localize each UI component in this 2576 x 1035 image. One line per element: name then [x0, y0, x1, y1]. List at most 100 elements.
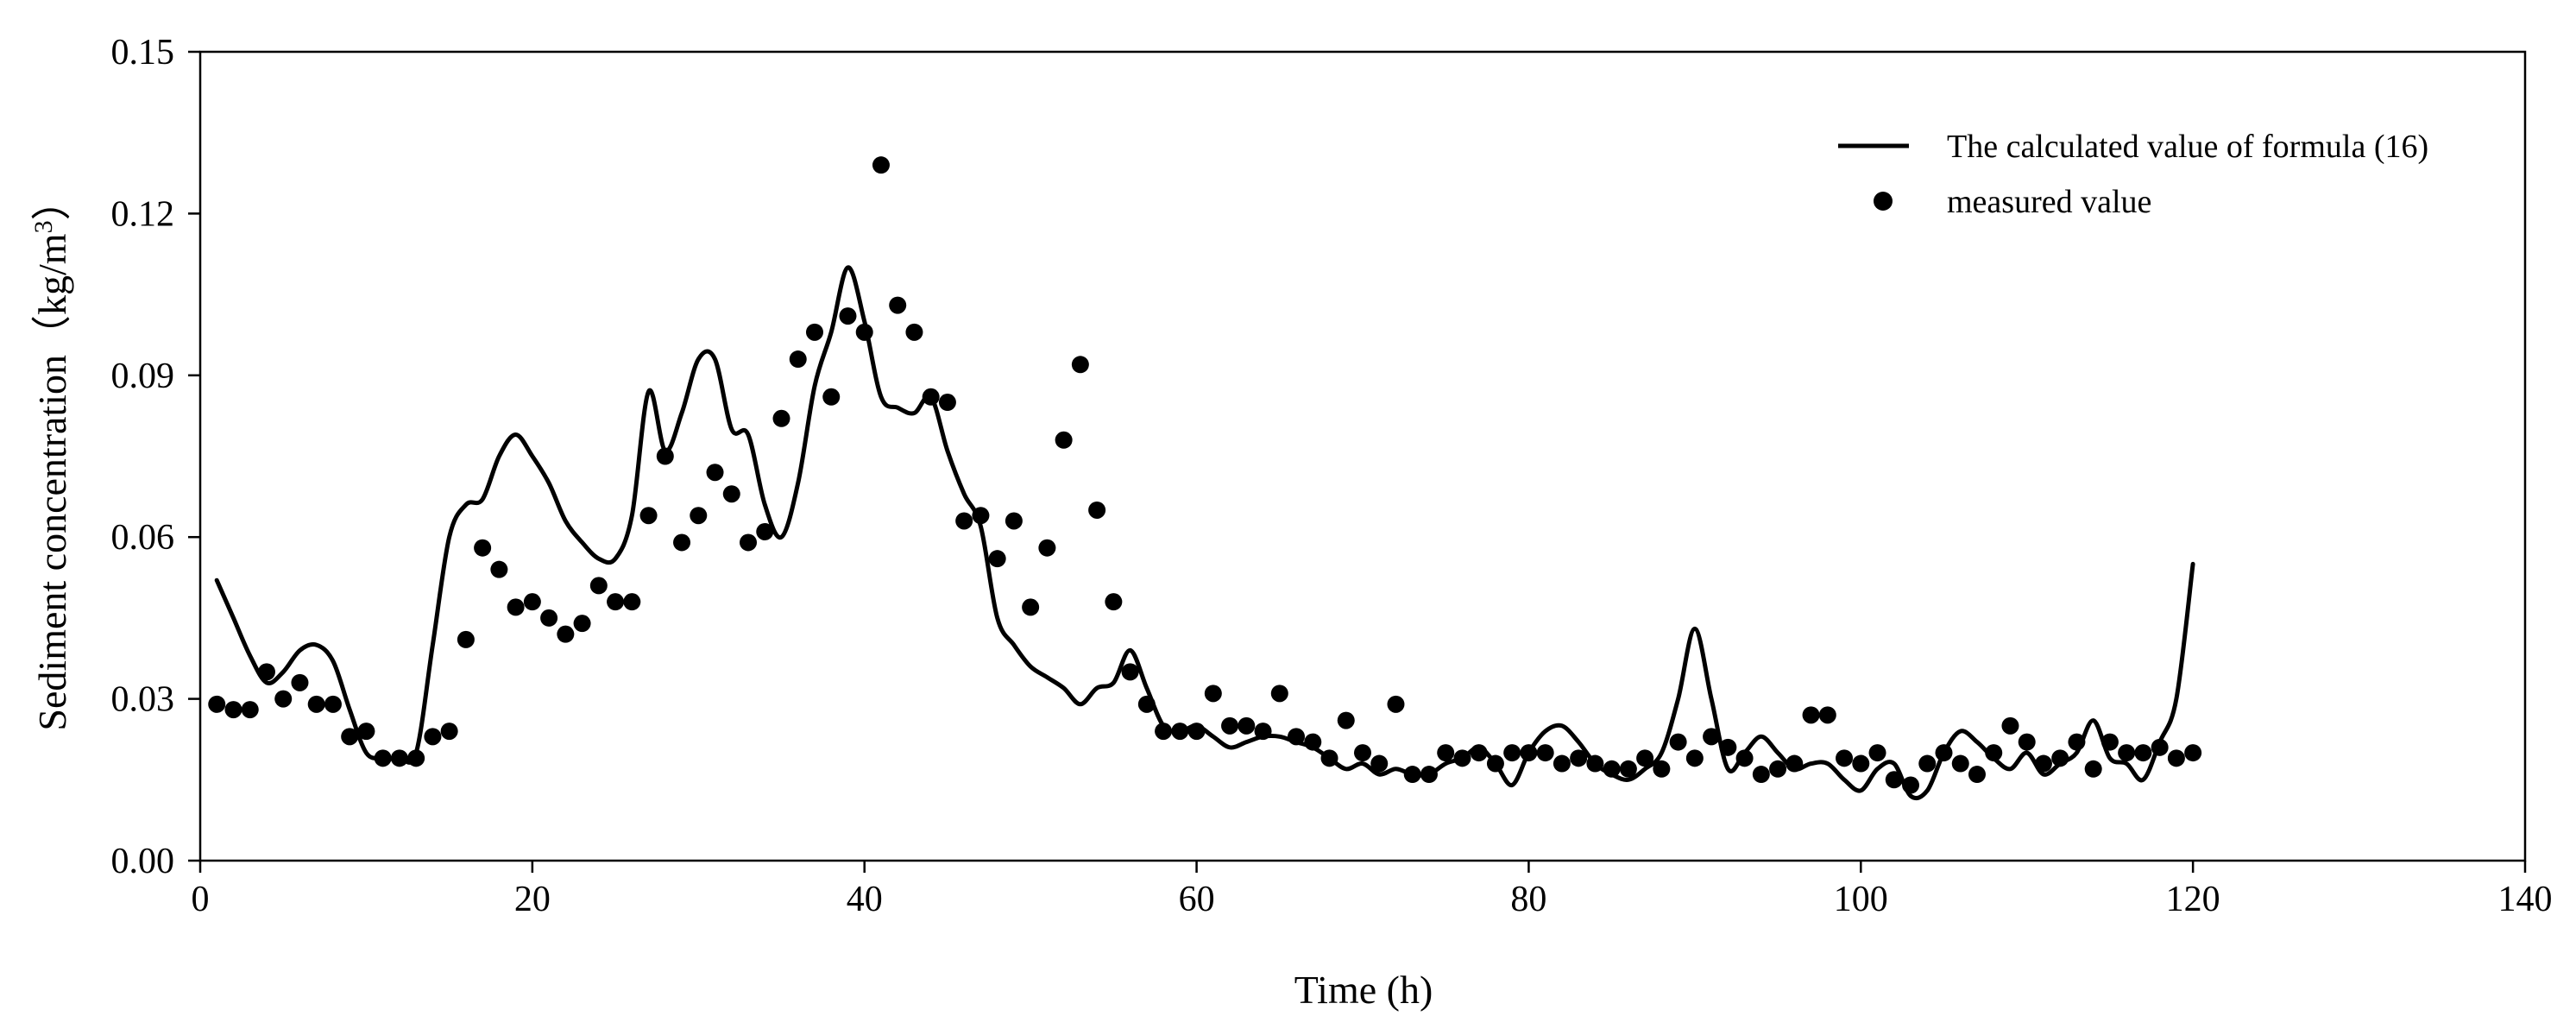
measured-point — [1420, 766, 1438, 784]
measured-point — [1254, 723, 1272, 741]
measured-point — [1786, 754, 1804, 773]
plot-area — [198, 50, 2527, 862]
measured-point — [673, 533, 691, 552]
measured-point — [1570, 749, 1588, 767]
measured-point — [1370, 754, 1389, 773]
measured-point — [805, 323, 823, 341]
measured-point — [1071, 356, 1089, 374]
y-tick-label: 0.00 — [111, 842, 175, 881]
measured-point — [872, 156, 890, 174]
measured-point — [341, 728, 359, 746]
measured-point — [1387, 695, 1405, 713]
x-tick-label: 140 — [2498, 880, 2553, 919]
measured-point — [772, 409, 790, 427]
measured-point — [307, 695, 325, 713]
measured-point — [1752, 766, 1770, 784]
x-tick-label: 100 — [1834, 880, 1888, 919]
measured-point — [1155, 723, 1173, 741]
plot-frame — [198, 50, 2527, 862]
measured-point — [1968, 766, 1986, 784]
measured-point — [2151, 738, 2169, 756]
measured-point — [440, 723, 458, 741]
y-tick-label: 0.12 — [111, 194, 175, 234]
measured-point — [1935, 744, 1953, 762]
measured-point — [1005, 512, 1023, 530]
measured-point — [1486, 754, 1504, 773]
measured-point — [291, 673, 309, 691]
measured-point — [855, 323, 873, 341]
calculated-series — [214, 265, 2195, 801]
measured-point — [1137, 695, 1156, 713]
measured-point — [1885, 771, 1903, 789]
measured-point — [357, 723, 375, 741]
measured-point — [474, 539, 492, 557]
measured-point — [2100, 733, 2119, 751]
measured-point — [1586, 754, 1604, 773]
legend-label-calculated: The calculated value of formula (16) — [1947, 129, 2428, 165]
measured-point — [1038, 539, 1056, 557]
measured-series — [208, 156, 2202, 794]
measured-point — [706, 464, 724, 482]
measured-point — [1918, 754, 1937, 773]
measured-point — [1669, 733, 1687, 751]
y-tick-label: 0.09 — [111, 357, 175, 396]
measured-point — [573, 615, 591, 633]
x-axis-title: Time (h) — [1294, 968, 1433, 1012]
measured-point — [2084, 760, 2102, 778]
measured-point — [756, 522, 774, 540]
measured-point — [1320, 749, 1338, 767]
y-axis-title-main: Sediment concentration — [30, 355, 74, 731]
measured-point — [557, 625, 575, 643]
measured-point — [1735, 749, 1754, 767]
legend-dot-swatch — [1874, 192, 1893, 211]
measured-point — [274, 690, 293, 708]
measured-point — [1403, 766, 1421, 784]
measured-point — [1520, 744, 1538, 762]
measured-point — [972, 507, 990, 525]
y-axis-title-unit-exponent: 3 — [29, 220, 58, 233]
x-tick-label: 0 — [192, 880, 210, 919]
measured-point — [208, 695, 226, 713]
measured-point — [2068, 733, 2086, 751]
measured-point — [1619, 760, 1637, 778]
measured-point — [1902, 776, 1920, 794]
measured-point — [1852, 754, 1870, 773]
measured-point — [507, 598, 525, 616]
measured-point — [1121, 663, 1139, 681]
measured-point — [639, 507, 658, 525]
measured-point — [1055, 431, 1073, 449]
measured-point — [1221, 716, 1239, 735]
measured-point — [1802, 706, 1820, 724]
measured-point — [1836, 749, 1854, 767]
measured-point — [1470, 744, 1488, 762]
measured-point — [390, 749, 408, 767]
measured-point — [839, 307, 857, 325]
measured-point — [740, 533, 758, 552]
measured-point — [257, 663, 275, 681]
measured-point — [1022, 598, 1040, 616]
measured-point — [1636, 749, 1654, 767]
measured-point — [324, 695, 342, 713]
measured-point — [2034, 754, 2052, 773]
measured-point — [241, 701, 259, 719]
x-tick-label: 120 — [2166, 880, 2220, 919]
measured-point — [2184, 744, 2202, 762]
measured-point — [1653, 760, 1671, 778]
measured-point — [1238, 716, 1256, 735]
measured-point — [1553, 754, 1571, 773]
measured-point — [2118, 744, 2136, 762]
measured-point — [1204, 685, 1222, 703]
measured-point — [1105, 593, 1123, 611]
measured-point — [822, 388, 841, 406]
measured-point — [938, 394, 956, 412]
measured-point — [1304, 733, 1322, 751]
measured-point — [1985, 744, 2003, 762]
measured-point — [905, 323, 923, 341]
measured-point — [889, 296, 907, 314]
measured-point — [374, 749, 392, 767]
measured-point — [2018, 733, 2036, 751]
measured-point — [424, 728, 442, 746]
x-tick-label: 20 — [514, 880, 551, 919]
y-axis-title-unit-close: ） — [30, 180, 74, 220]
